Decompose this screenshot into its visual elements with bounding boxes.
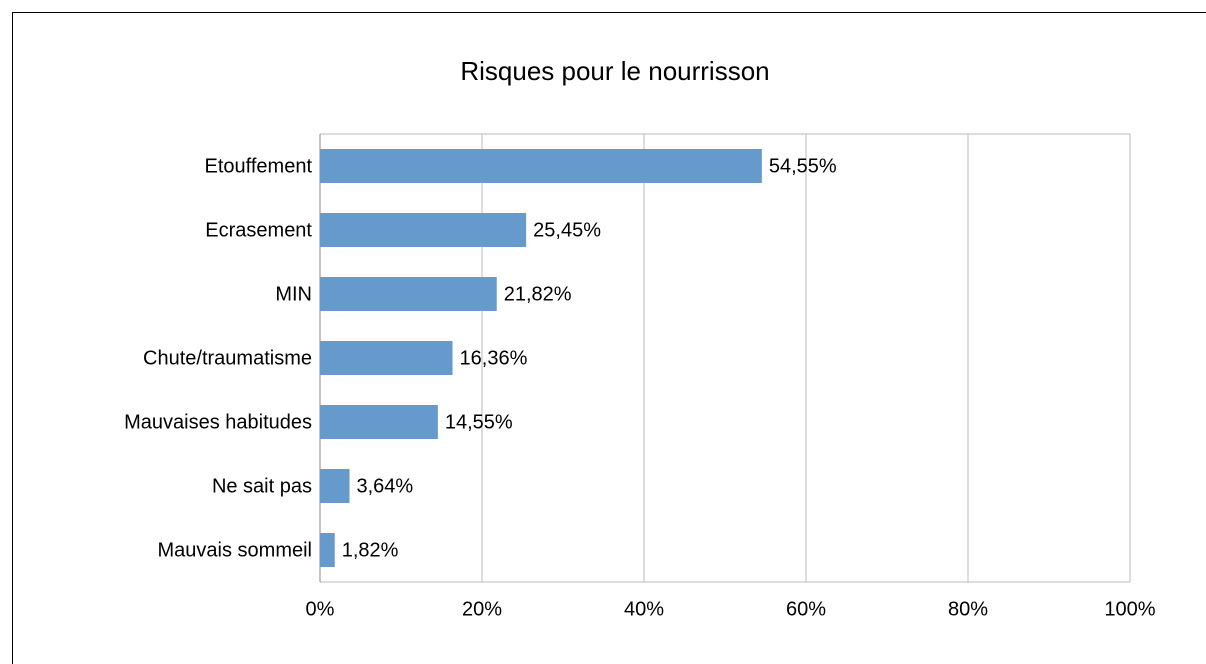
bar [320, 149, 762, 183]
x-tick-label: 40% [624, 598, 664, 620]
y-tick-label: Mauvaises habitudes [124, 411, 312, 433]
bar [320, 277, 497, 311]
bar [320, 533, 335, 567]
bar [320, 213, 527, 247]
x-tick-label: 20% [462, 598, 502, 620]
value-label: 54,55% [769, 155, 837, 177]
chart-frame [12, 12, 1206, 664]
y-tick-label: MIN [275, 283, 312, 305]
y-tick-label: Chute/traumatisme [143, 347, 312, 369]
bar [320, 341, 453, 375]
y-tick-label: Mauvais sommeil [158, 539, 312, 561]
bar [320, 469, 350, 503]
x-tick-label: 80% [948, 598, 988, 620]
y-tick-label: Etouffement [205, 155, 313, 177]
value-label: 1,82% [342, 539, 399, 561]
chart-title: Risques pour le nourrisson [460, 56, 769, 86]
value-label: 25,45% [533, 219, 601, 241]
bar [320, 405, 438, 439]
value-label: 21,82% [504, 283, 572, 305]
x-tick-label: 60% [786, 598, 826, 620]
x-tick-label: 0% [306, 598, 335, 620]
y-tick-label: Ecrasement [205, 219, 312, 241]
y-tick-label: Ne sait pas [212, 475, 312, 497]
value-label: 3,64% [356, 475, 413, 497]
value-label: 14,55% [445, 411, 513, 433]
x-tick-label: 100% [1104, 598, 1155, 620]
value-label: 16,36% [460, 347, 528, 369]
